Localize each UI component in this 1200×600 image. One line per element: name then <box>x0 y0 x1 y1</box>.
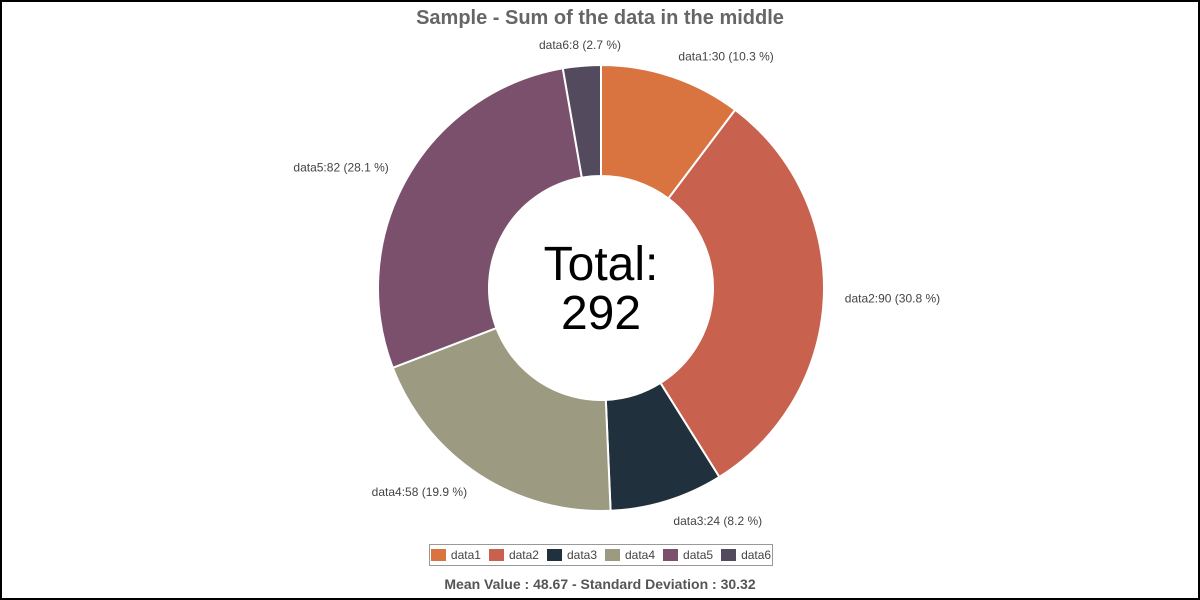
slice-label-data5: data5:82 (28.1 %) <box>293 161 388 175</box>
legend-label-data3: data3 <box>566 548 597 562</box>
legend-item-data3[interactable]: data3 <box>546 548 597 562</box>
legend-swatch-data5 <box>663 549 679 561</box>
slice-label-data3: data3:24 (8.2 %) <box>673 514 762 528</box>
slice-data5[interactable] <box>377 67 583 370</box>
slices-group <box>377 63 825 512</box>
legend-swatch-data3 <box>546 549 562 561</box>
legend-item-data1[interactable]: data1 <box>430 548 481 562</box>
slice-label-data6: data6:8 (2.7 %) <box>539 38 621 52</box>
legend-swatch-data6 <box>721 549 737 561</box>
slice-label-data2: data2:90 (30.8 %) <box>845 291 940 305</box>
legend-label-data5: data5 <box>683 548 714 562</box>
center-total-label: Total: <box>544 238 659 291</box>
slice-label-data1: data1:30 (10.3 %) <box>678 50 773 64</box>
center-total-value: 292 <box>561 287 641 340</box>
slice-data4[interactable] <box>391 326 612 512</box>
legend-item-data5[interactable]: data5 <box>663 548 713 562</box>
legend-swatch-data1 <box>430 549 446 561</box>
footer-stats: Mean Value : 48.67 - Standard Deviation … <box>444 576 756 592</box>
legend-item-data6[interactable]: data6 <box>721 548 771 562</box>
legend-swatch-data2 <box>488 549 504 561</box>
legend-label-data1: data1 <box>450 548 481 562</box>
legend: data1 data2 data3 data4 data5 data6 <box>429 544 773 566</box>
slice-label-data4: data4:58 (19.9 %) <box>372 485 467 499</box>
legend-label-data4: data4 <box>625 548 656 562</box>
legend-label-data6: data6 <box>741 548 772 562</box>
slice-data6[interactable] <box>561 63 602 179</box>
legend-item-data4[interactable]: data4 <box>605 548 655 562</box>
legend-item-data2[interactable]: data2 <box>488 548 539 562</box>
slice-labels-group: data1:30 (10.3 %) data2:90 (30.8 %) data3:… <box>293 38 940 528</box>
legend-swatch-data4 <box>605 549 620 561</box>
legend-label-data2: data2 <box>508 548 539 562</box>
slice-data2[interactable] <box>659 108 825 479</box>
chart-title: Sample - Sum of the data in the middle <box>416 7 784 29</box>
